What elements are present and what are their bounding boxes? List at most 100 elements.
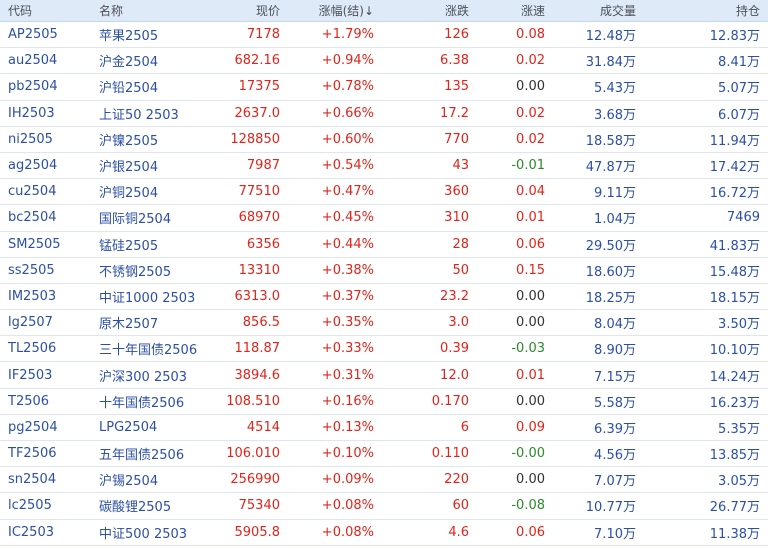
contract-name: 沪金2504 <box>89 48 216 75</box>
header-name[interactable]: 名称 <box>89 0 216 22</box>
price-cell: 108.510 <box>216 389 298 415</box>
contract-name: 国际铜2504 <box>89 205 216 232</box>
contract-code: lc2505 <box>0 493 89 520</box>
header-speed[interactable]: 涨速 <box>487 0 563 22</box>
speed-cell: -0.00 <box>487 441 563 468</box>
open-interest-cell: 14.24万 <box>654 362 768 389</box>
change-pct-cell: +0.45% <box>298 205 392 232</box>
volume-cell: 5.43万 <box>563 74 654 101</box>
speed-cell: 0.15 <box>487 258 563 284</box>
speed-cell: 0.00 <box>487 310 563 337</box>
change-cell: 126 <box>392 22 487 49</box>
header-volume[interactable]: 成交量 <box>563 0 654 22</box>
volume-cell: 4.56万 <box>563 441 654 468</box>
contract-name: 锰硅2505 <box>89 232 216 258</box>
open-interest-cell: 11.38万 <box>654 520 768 546</box>
change-cell: 0.39 <box>392 336 487 363</box>
change-pct-cell: +1.79% <box>298 22 392 49</box>
contract-code: SM2505 <box>0 232 89 258</box>
change-cell: 6.38 <box>392 48 487 75</box>
contract-code: ss2505 <box>0 258 89 284</box>
contract-name: 沪铅2504 <box>89 74 216 101</box>
contract-code: sn2504 <box>0 467 89 494</box>
change-pct-cell: +0.94% <box>298 48 392 75</box>
header-open-interest[interactable]: 持仓 <box>654 0 768 22</box>
volume-cell: 9.11万 <box>563 179 654 206</box>
contract-name: 五年国债2506 <box>89 441 216 468</box>
contract-code: pg2504 <box>0 415 89 441</box>
contract-code: bc2504 <box>0 205 89 232</box>
contract-code: IC2503 <box>0 520 89 546</box>
price-cell: 7178 <box>216 22 298 49</box>
price-cell: 6356 <box>216 232 298 258</box>
contract-code: pb2504 <box>0 74 89 101</box>
speed-cell: 0.06 <box>487 520 563 546</box>
contract-code: TL2506 <box>0 336 89 363</box>
change-cell: 360 <box>392 179 487 206</box>
price-cell: 6313.0 <box>216 284 298 311</box>
change-cell: 135 <box>392 74 487 101</box>
price-cell: 7987 <box>216 153 298 180</box>
open-interest-cell: 16.23万 <box>654 389 768 415</box>
change-cell: 3.0 <box>392 310 487 337</box>
price-cell: 2637.0 <box>216 101 298 127</box>
change-pct-cell: +0.08% <box>298 520 392 546</box>
price-cell: 75340 <box>216 493 298 520</box>
header-change-pct[interactable]: 涨幅(结)↓ <box>298 0 392 22</box>
contract-code: ni2505 <box>0 127 89 153</box>
change-cell: 12.0 <box>392 362 487 389</box>
open-interest-cell: 11.94万 <box>654 127 768 153</box>
change-pct-cell: +0.78% <box>298 74 392 101</box>
header-code[interactable]: 代码 <box>0 0 89 22</box>
header-price[interactable]: 现价 <box>216 0 298 22</box>
price-cell: 17375 <box>216 74 298 101</box>
speed-cell: 0.04 <box>487 179 563 206</box>
speed-cell: 0.09 <box>487 415 563 441</box>
speed-cell: 0.01 <box>487 205 563 232</box>
contract-name: 上证50 2503 <box>89 101 216 127</box>
open-interest-cell: 7469 <box>654 205 768 232</box>
change-cell: 310 <box>392 205 487 232</box>
speed-cell: 0.08 <box>487 22 563 49</box>
contract-code: IF2503 <box>0 362 89 389</box>
change-pct-cell: +0.47% <box>298 179 392 206</box>
volume-cell: 1.04万 <box>563 205 654 232</box>
volume-cell: 18.58万 <box>563 127 654 153</box>
change-pct-cell: +0.35% <box>298 310 392 337</box>
change-pct-cell: +0.16% <box>298 389 392 415</box>
change-cell: 23.2 <box>392 284 487 311</box>
open-interest-cell: 3.50万 <box>654 310 768 337</box>
contract-name: LPG2504 <box>89 415 216 441</box>
volume-cell: 10.77万 <box>563 493 654 520</box>
volume-cell: 29.50万 <box>563 232 654 258</box>
change-pct-cell: +0.44% <box>298 232 392 258</box>
open-interest-cell: 17.42万 <box>654 153 768 180</box>
speed-cell: 0.00 <box>487 74 563 101</box>
price-cell: 128850 <box>216 127 298 153</box>
open-interest-cell: 41.83万 <box>654 232 768 258</box>
open-interest-cell: 26.77万 <box>654 493 768 520</box>
speed-cell: -0.01 <box>487 153 563 180</box>
contract-code: lg2507 <box>0 310 89 337</box>
change-pct-cell: +0.13% <box>298 415 392 441</box>
speed-cell: 0.02 <box>487 127 563 153</box>
change-pct-cell: +0.66% <box>298 101 392 127</box>
open-interest-cell: 6.07万 <box>654 101 768 127</box>
contract-code: IM2503 <box>0 284 89 311</box>
open-interest-cell: 12.83万 <box>654 22 768 49</box>
open-interest-cell: 3.05万 <box>654 467 768 494</box>
change-cell: 6 <box>392 415 487 441</box>
change-cell: 770 <box>392 127 487 153</box>
contract-name: 苹果2505 <box>89 22 216 49</box>
speed-cell: 0.02 <box>487 101 563 127</box>
open-interest-cell: 5.07万 <box>654 74 768 101</box>
contract-code: cu2504 <box>0 179 89 206</box>
volume-cell: 18.25万 <box>563 284 654 311</box>
open-interest-cell: 15.48万 <box>654 258 768 284</box>
price-cell: 256990 <box>216 467 298 494</box>
change-pct-cell: +0.09% <box>298 467 392 494</box>
header-change[interactable]: 涨跌 <box>392 0 487 22</box>
change-pct-cell: +0.31% <box>298 362 392 389</box>
volume-cell: 6.39万 <box>563 415 654 441</box>
